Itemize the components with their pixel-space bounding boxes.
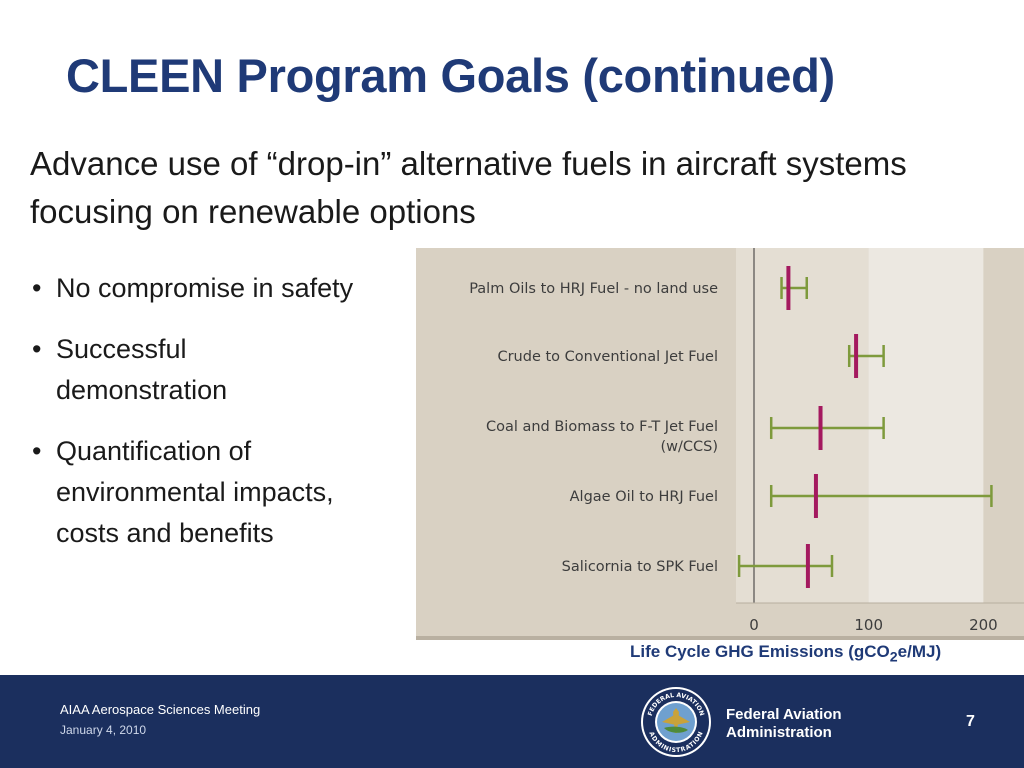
x-tick-label: 0 bbox=[749, 616, 759, 634]
slide-title: CLEEN Program Goals (continued) bbox=[66, 49, 835, 102]
ghg-emissions-chart: 0 100 200 Palm Oils to HRJ Fuel - no land u… bbox=[416, 248, 1024, 640]
x-tick-label: 200 bbox=[969, 616, 998, 634]
footer-meeting-name: AIAA Aerospace Sciences Meeting bbox=[60, 702, 261, 717]
faa-seal-icon: FEDERAL AVIATION ADMINISTRATION bbox=[641, 687, 711, 757]
category-label: Salicornia to SPK Fuel bbox=[562, 559, 718, 575]
bullet-list: No compromise in safety Successful demon… bbox=[30, 268, 360, 574]
footer-bar: AIAA Aerospace Sciences Meeting January … bbox=[0, 675, 1024, 768]
page-number: 7 bbox=[966, 713, 975, 730]
category-label: Palm Oils to HRJ Fuel - no land use bbox=[469, 281, 718, 297]
plot-band bbox=[868, 248, 984, 603]
bullet-item: Quantification of environmental impacts,… bbox=[30, 431, 360, 554]
plot-band bbox=[983, 248, 1024, 603]
chart-caption: Life Cycle GHG Emissions (gCO2e/MJ) bbox=[630, 642, 942, 666]
agency-name-line: Administration bbox=[726, 724, 832, 741]
category-label: Coal and Biomass to F-T Jet Fuel bbox=[486, 419, 718, 435]
category-label: Algae Oil to HRJ Fuel bbox=[570, 489, 718, 505]
category-label: (w/CCS) bbox=[660, 439, 718, 455]
agency-name-line: Federal Aviation bbox=[726, 706, 842, 723]
bullet-item: Successful demonstration bbox=[30, 329, 360, 411]
bullet-item: No compromise in safety bbox=[30, 268, 360, 309]
slide-subtitle: Advance use of “drop-in” alternative fue… bbox=[30, 145, 907, 230]
footer-date: January 4, 2010 bbox=[60, 723, 147, 737]
chart-bottom-edge bbox=[416, 636, 1024, 640]
agency-name: Federal Aviation Administration bbox=[726, 706, 842, 742]
category-label: Crude to Conventional Jet Fuel bbox=[497, 349, 718, 365]
x-tick-label: 100 bbox=[854, 616, 883, 634]
